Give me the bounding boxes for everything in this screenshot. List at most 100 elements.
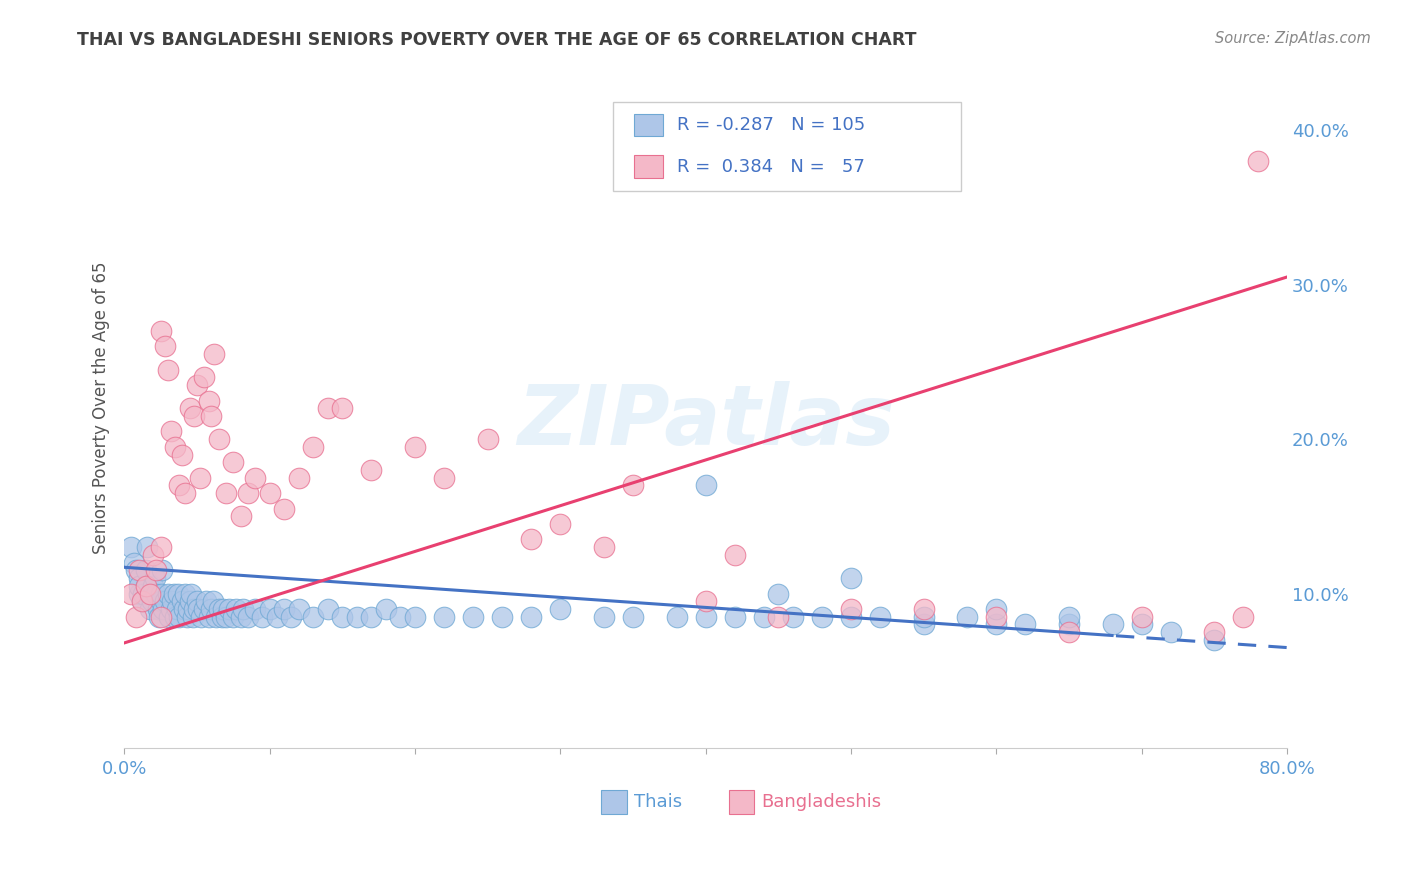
Point (200, 602, 222, 616)
Point (477, 432, 499, 446)
Point (165, 609, 187, 624)
Point (550, 602, 572, 616)
Point (139, 602, 162, 616)
Point (346, 609, 368, 624)
Point (174, 586, 197, 600)
Point (1130, 617, 1153, 632)
Point (186, 378, 208, 392)
Point (156, 586, 179, 600)
Point (912, 602, 935, 616)
Point (156, 362, 179, 376)
Point (159, 425, 181, 439)
Point (695, 609, 717, 624)
Point (152, 602, 174, 616)
Point (180, 586, 202, 600)
Point (912, 609, 935, 624)
Point (201, 594, 224, 608)
Point (986, 602, 1008, 616)
Point (172, 448, 194, 462)
Point (165, 440, 187, 454)
Point (148, 609, 170, 624)
FancyBboxPatch shape (634, 155, 662, 178)
Point (153, 594, 176, 608)
FancyBboxPatch shape (613, 103, 962, 191)
Point (389, 609, 412, 624)
Point (157, 609, 180, 624)
Point (986, 617, 1008, 632)
Point (124, 556, 146, 570)
Point (782, 609, 804, 624)
Point (131, 594, 153, 608)
Point (153, 339, 176, 353)
Point (218, 602, 240, 616)
Point (149, 540, 172, 554)
Point (145, 563, 167, 577)
Point (149, 324, 172, 338)
Point (179, 594, 201, 608)
Text: THAI VS BANGLADESHI SENIORS POVERTY OVER THE AGE OF 65 CORRELATION CHART: THAI VS BANGLADESHI SENIORS POVERTY OVER… (77, 31, 917, 49)
Point (839, 609, 862, 624)
Point (724, 609, 747, 624)
Point (125, 609, 148, 624)
Point (768, 609, 790, 624)
FancyBboxPatch shape (634, 114, 662, 136)
Point (1204, 632, 1226, 647)
Point (912, 617, 935, 632)
Point (839, 571, 862, 585)
Point (132, 586, 155, 600)
Point (236, 486, 259, 500)
Point (128, 579, 150, 593)
Point (176, 609, 198, 624)
Text: Bangladeshis: Bangladeshis (762, 793, 882, 812)
Point (956, 609, 979, 624)
Point (174, 486, 197, 500)
Point (243, 602, 266, 616)
Point (330, 609, 353, 624)
Point (211, 609, 233, 624)
Point (186, 594, 208, 608)
Point (229, 509, 252, 524)
Point (141, 594, 163, 608)
Point (135, 563, 157, 577)
Point (593, 540, 616, 554)
Point (520, 609, 543, 624)
FancyBboxPatch shape (600, 790, 627, 814)
Point (136, 540, 159, 554)
Point (181, 609, 204, 624)
Point (146, 602, 169, 616)
Point (461, 609, 484, 624)
Point (1014, 617, 1036, 632)
Point (212, 602, 235, 616)
Point (273, 501, 295, 516)
Point (1057, 617, 1080, 632)
Point (208, 432, 231, 446)
Point (149, 594, 172, 608)
Point (330, 401, 353, 416)
Point (222, 609, 245, 624)
Text: R = -0.287   N = 105: R = -0.287 N = 105 (676, 116, 865, 134)
Point (169, 478, 191, 492)
Point (188, 471, 211, 485)
Point (190, 609, 212, 624)
Point (139, 586, 162, 600)
Point (194, 594, 217, 608)
Point (1247, 154, 1270, 169)
Point (215, 486, 238, 500)
Point (724, 548, 747, 562)
Point (287, 602, 309, 616)
Point (150, 563, 173, 577)
Point (360, 463, 382, 477)
Point (208, 602, 231, 616)
Text: Source: ZipAtlas.com: Source: ZipAtlas.com (1215, 31, 1371, 46)
Point (550, 516, 572, 531)
Point (869, 609, 891, 624)
Point (1130, 609, 1153, 624)
Point (621, 478, 644, 492)
Point (374, 602, 396, 616)
Point (131, 594, 153, 608)
Point (520, 533, 543, 547)
Point (142, 579, 165, 593)
Point (183, 602, 205, 616)
Point (149, 586, 172, 600)
FancyBboxPatch shape (728, 790, 755, 814)
